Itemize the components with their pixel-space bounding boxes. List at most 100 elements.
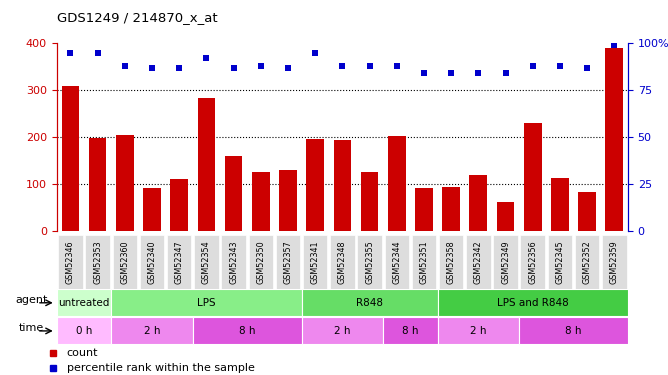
Text: untreated: untreated xyxy=(58,298,110,308)
Point xyxy=(147,64,158,70)
Text: GSM52358: GSM52358 xyxy=(447,240,456,284)
Text: GSM52352: GSM52352 xyxy=(582,240,592,284)
Point xyxy=(120,63,130,69)
Text: GSM52347: GSM52347 xyxy=(174,240,184,284)
FancyBboxPatch shape xyxy=(438,317,519,344)
FancyBboxPatch shape xyxy=(519,317,628,344)
Text: GSM52349: GSM52349 xyxy=(501,240,510,284)
Bar xyxy=(333,140,351,231)
Text: GSM52354: GSM52354 xyxy=(202,240,211,284)
Text: 2 h: 2 h xyxy=(334,326,351,336)
Bar xyxy=(497,202,514,231)
FancyBboxPatch shape xyxy=(194,235,218,289)
FancyBboxPatch shape xyxy=(57,317,111,344)
FancyBboxPatch shape xyxy=(357,235,382,289)
Bar xyxy=(279,170,297,231)
Point xyxy=(554,63,565,69)
FancyBboxPatch shape xyxy=(112,235,137,289)
Point xyxy=(364,63,375,69)
Text: GSM52340: GSM52340 xyxy=(148,240,156,284)
FancyBboxPatch shape xyxy=(248,235,273,289)
FancyBboxPatch shape xyxy=(58,235,83,289)
Point xyxy=(174,64,184,70)
Text: GSM52341: GSM52341 xyxy=(311,240,320,284)
Text: 0 h: 0 h xyxy=(75,326,92,336)
Point xyxy=(473,70,484,76)
Bar xyxy=(442,187,460,231)
FancyBboxPatch shape xyxy=(57,290,111,316)
FancyBboxPatch shape xyxy=(111,290,301,316)
Text: GSM52355: GSM52355 xyxy=(365,240,374,284)
Point xyxy=(283,64,293,70)
Bar xyxy=(61,86,79,231)
Bar xyxy=(307,139,324,231)
Text: 8 h: 8 h xyxy=(239,326,255,336)
FancyBboxPatch shape xyxy=(301,290,438,316)
Text: GSM52344: GSM52344 xyxy=(392,240,401,284)
Text: GSM52351: GSM52351 xyxy=(420,240,428,284)
Point xyxy=(65,50,75,55)
Point xyxy=(446,70,456,76)
Bar xyxy=(116,135,134,231)
Bar xyxy=(361,172,378,231)
Text: 8 h: 8 h xyxy=(565,326,582,336)
FancyBboxPatch shape xyxy=(411,235,436,289)
Point xyxy=(391,63,402,69)
Bar xyxy=(578,192,596,231)
FancyBboxPatch shape xyxy=(439,235,464,289)
Point xyxy=(528,63,538,69)
Text: GSM52345: GSM52345 xyxy=(555,240,564,284)
FancyBboxPatch shape xyxy=(193,317,301,344)
Bar xyxy=(415,188,433,231)
FancyBboxPatch shape xyxy=(167,235,192,289)
Text: GSM52356: GSM52356 xyxy=(528,240,537,284)
FancyBboxPatch shape xyxy=(221,235,246,289)
Bar xyxy=(551,178,568,231)
Bar xyxy=(388,136,405,231)
Text: R848: R848 xyxy=(356,298,383,308)
Bar xyxy=(170,179,188,231)
Text: agent: agent xyxy=(15,295,47,305)
FancyBboxPatch shape xyxy=(385,235,409,289)
FancyBboxPatch shape xyxy=(520,235,545,289)
FancyBboxPatch shape xyxy=(548,235,572,289)
Point xyxy=(201,55,212,61)
Bar xyxy=(143,188,161,231)
FancyBboxPatch shape xyxy=(575,235,599,289)
Bar xyxy=(605,48,623,231)
FancyBboxPatch shape xyxy=(330,235,355,289)
Point xyxy=(92,50,103,55)
Point xyxy=(609,42,620,48)
Bar xyxy=(224,156,242,231)
Bar xyxy=(198,98,215,231)
FancyBboxPatch shape xyxy=(276,235,300,289)
Text: GSM52342: GSM52342 xyxy=(474,240,483,284)
Point xyxy=(310,50,321,55)
Text: GSM52353: GSM52353 xyxy=(93,240,102,284)
Text: GSM52348: GSM52348 xyxy=(338,240,347,284)
Text: GDS1249 / 214870_x_at: GDS1249 / 214870_x_at xyxy=(57,11,217,24)
Bar xyxy=(89,138,106,231)
FancyBboxPatch shape xyxy=(303,235,327,289)
FancyBboxPatch shape xyxy=(140,235,164,289)
FancyBboxPatch shape xyxy=(493,235,518,289)
Text: count: count xyxy=(67,348,98,358)
Text: GSM52346: GSM52346 xyxy=(66,240,75,284)
Text: LPS: LPS xyxy=(197,298,216,308)
Text: percentile rank within the sample: percentile rank within the sample xyxy=(67,363,255,374)
Bar xyxy=(252,172,270,231)
Bar xyxy=(524,123,542,231)
Text: GSM52350: GSM52350 xyxy=(257,240,265,284)
Text: LPS and R848: LPS and R848 xyxy=(497,298,568,308)
FancyBboxPatch shape xyxy=(466,235,490,289)
Point xyxy=(255,63,266,69)
Text: 2 h: 2 h xyxy=(144,326,160,336)
Point xyxy=(500,70,511,76)
Point xyxy=(582,64,593,70)
FancyBboxPatch shape xyxy=(438,290,628,316)
FancyBboxPatch shape xyxy=(602,235,627,289)
FancyBboxPatch shape xyxy=(86,235,110,289)
Text: time: time xyxy=(19,323,44,333)
Text: 2 h: 2 h xyxy=(470,326,486,336)
FancyBboxPatch shape xyxy=(301,317,383,344)
